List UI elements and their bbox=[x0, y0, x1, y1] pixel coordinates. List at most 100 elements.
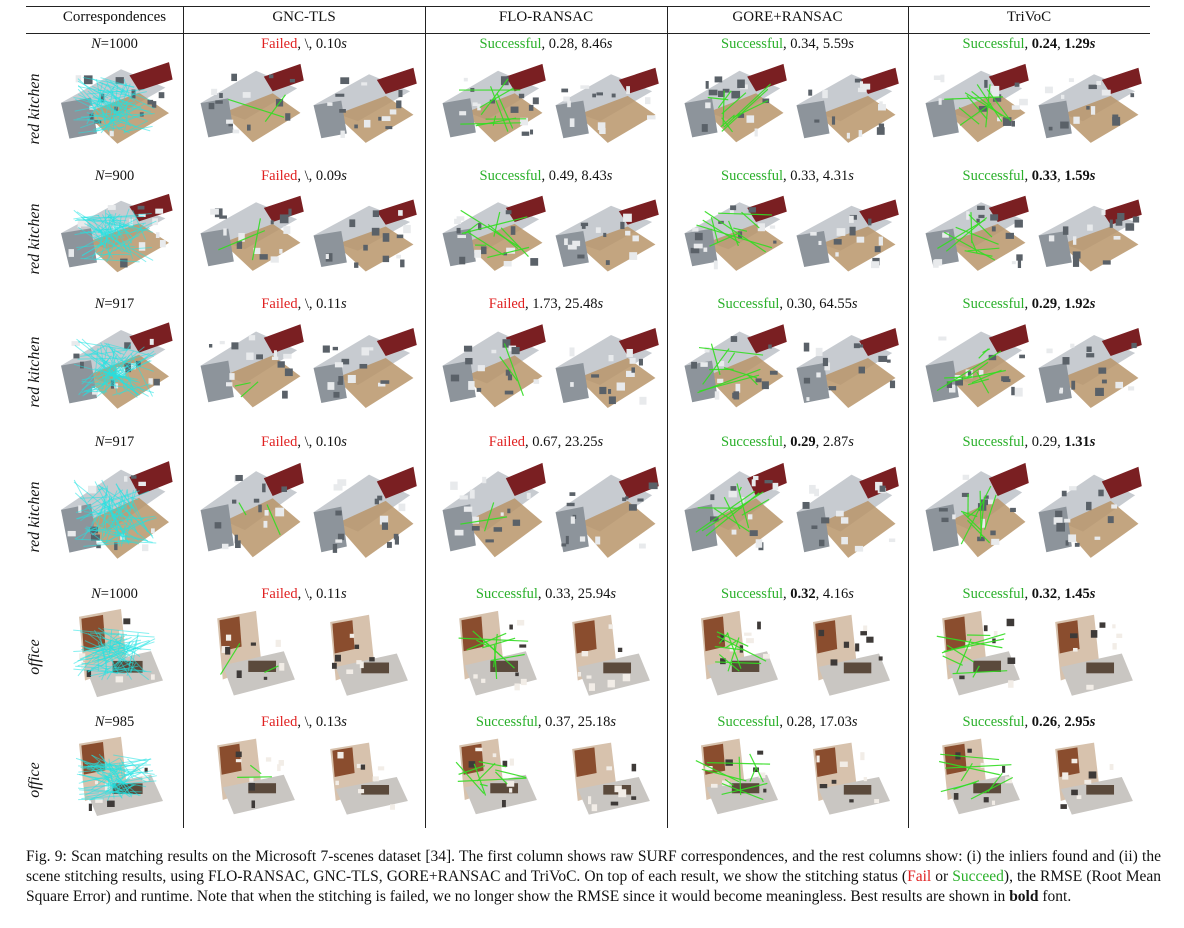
scene-detail bbox=[251, 800, 256, 809]
scene-detail bbox=[264, 510, 269, 516]
scene-detail bbox=[561, 543, 567, 547]
result-status: Failed, \, 0.11s bbox=[183, 296, 425, 313]
inlier-line bbox=[982, 348, 991, 354]
inlier-line bbox=[984, 791, 988, 794]
scene-desk bbox=[248, 783, 277, 794]
status-word: Successful bbox=[962, 168, 1025, 184]
scene-detail bbox=[690, 247, 700, 254]
correspondence-line bbox=[104, 662, 108, 676]
scene-detail bbox=[570, 516, 575, 524]
scene-detail bbox=[1061, 490, 1067, 497]
scene-detail bbox=[138, 242, 146, 251]
scene-detail bbox=[334, 362, 344, 368]
scene-detail bbox=[940, 74, 945, 83]
stitching-thumbnail bbox=[1033, 323, 1144, 428]
scene-detail bbox=[572, 240, 581, 247]
inliers-image bbox=[925, 195, 1029, 271]
scene-detail bbox=[86, 670, 92, 677]
scene-detail bbox=[325, 253, 329, 259]
correspondence-thumbnail bbox=[55, 317, 175, 430]
scene-detail bbox=[282, 390, 288, 399]
scene-detail bbox=[275, 507, 285, 517]
separator: , bbox=[574, 168, 582, 184]
scene-detail bbox=[250, 642, 256, 646]
correspondence-line bbox=[74, 101, 124, 112]
scene-detail bbox=[331, 662, 337, 669]
scene-detail bbox=[618, 789, 627, 798]
scene-detail bbox=[1095, 387, 1104, 396]
scene-detail bbox=[235, 759, 242, 763]
inliers-image bbox=[684, 324, 787, 408]
scene-detail bbox=[215, 100, 223, 104]
rmse-value: \ bbox=[304, 168, 309, 184]
scene-detail bbox=[256, 354, 263, 360]
result-status: Successful, 0.33, 1.59s bbox=[908, 168, 1150, 185]
scene-detail bbox=[107, 800, 115, 807]
rmse-value: 0.67 bbox=[532, 434, 558, 450]
correspondence-line bbox=[74, 523, 104, 540]
correspondence-line bbox=[110, 347, 122, 355]
inliers-thumbnail bbox=[920, 609, 1031, 708]
rmse-value: 0.28 bbox=[548, 36, 575, 52]
scene-detail bbox=[279, 214, 289, 224]
scene-detail bbox=[1062, 226, 1069, 235]
separator: , bbox=[525, 434, 533, 450]
scene-detail bbox=[268, 74, 274, 79]
scene-cabinet bbox=[263, 324, 304, 354]
stitched-scene-image bbox=[813, 742, 890, 815]
count-value: =985 bbox=[104, 714, 135, 730]
scene-cabinet bbox=[129, 461, 173, 496]
scene-detail bbox=[955, 377, 963, 386]
inlier-line bbox=[461, 216, 528, 235]
inlier-line bbox=[249, 764, 262, 775]
scene-detail bbox=[138, 481, 146, 487]
scene-detail bbox=[78, 219, 88, 227]
inliers-image bbox=[695, 738, 778, 815]
runtime-value: 25.18 bbox=[577, 714, 611, 730]
scene-detail bbox=[803, 342, 810, 352]
inliers-thumbnail bbox=[920, 737, 1031, 826]
scene-detail bbox=[639, 543, 646, 549]
time-unit: s bbox=[848, 36, 854, 52]
scene-detail bbox=[714, 391, 720, 400]
caption-or-word: or bbox=[931, 868, 953, 885]
stitching-thumbnail bbox=[308, 613, 419, 708]
inlier-line bbox=[489, 86, 509, 132]
status-word: Successful bbox=[717, 714, 780, 730]
inliers-image bbox=[925, 324, 1029, 408]
scene-detail bbox=[385, 126, 393, 130]
scene-desk bbox=[1086, 785, 1115, 795]
inlier-line bbox=[945, 764, 1012, 769]
scene-detail bbox=[1112, 116, 1121, 126]
scene-detail bbox=[878, 656, 883, 661]
scene-detail bbox=[258, 504, 262, 513]
separator: , bbox=[815, 586, 823, 602]
scene-detail bbox=[253, 498, 260, 503]
correspondence-line bbox=[78, 798, 105, 801]
inliers-thumbnail bbox=[920, 191, 1031, 290]
correspondence-line bbox=[117, 641, 155, 655]
time-unit: s bbox=[1089, 586, 1096, 602]
scene-counter bbox=[796, 506, 830, 553]
separator: , bbox=[1057, 434, 1065, 450]
scene-detail bbox=[335, 780, 339, 786]
scene-detail bbox=[701, 124, 708, 132]
scene-detail bbox=[938, 336, 947, 341]
scene-detail bbox=[567, 100, 571, 108]
scene-detail bbox=[450, 374, 460, 382]
scene-detail bbox=[116, 367, 126, 377]
scene-detail bbox=[514, 683, 520, 691]
scene-detail bbox=[1048, 235, 1055, 242]
inliers-thumbnail bbox=[679, 737, 789, 826]
scene-detail bbox=[372, 776, 379, 782]
scene-floor bbox=[464, 498, 543, 558]
separator: , bbox=[815, 36, 823, 52]
correspondence-line bbox=[93, 629, 119, 673]
correspondence-line bbox=[114, 226, 150, 252]
scene-cabinet bbox=[129, 322, 173, 353]
scene-cabinet bbox=[1101, 67, 1142, 95]
scene-detail bbox=[226, 382, 233, 387]
scene-detail bbox=[223, 228, 227, 236]
scene-detail bbox=[354, 262, 359, 268]
inlier-line bbox=[960, 763, 973, 782]
